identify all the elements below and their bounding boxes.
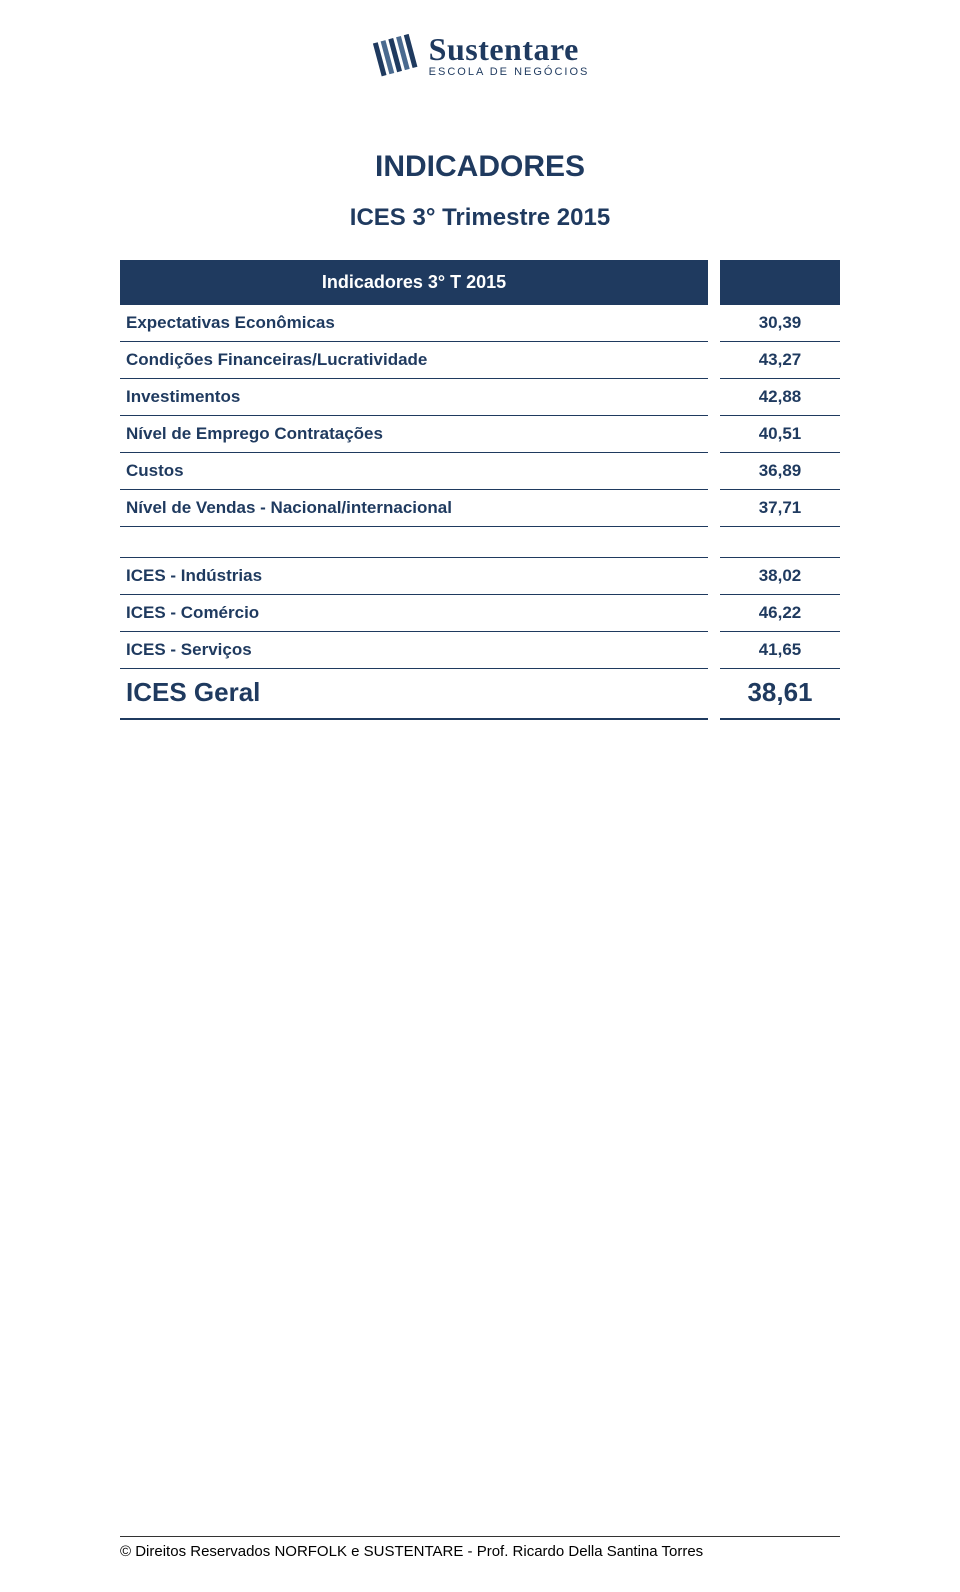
- sector-value: 41,65: [720, 632, 840, 669]
- indicator-value: 36,89: [720, 453, 840, 490]
- sector-label: ICES - Comércio: [120, 595, 708, 632]
- document-page: Sustentare ESCOLA DE NEGÓCIOS INDICADORE…: [0, 0, 960, 1592]
- sector-value: 46,22: [720, 595, 840, 632]
- table-header-label: Indicadores 3° T 2015: [120, 260, 708, 305]
- page-subtitle: ICES 3° Trimestre 2015: [120, 204, 840, 232]
- page-title: INDICADORES: [120, 150, 840, 184]
- table-row: ICES - Serviços 41,65: [120, 632, 840, 669]
- table-row: Nível de Vendas - Nacional/internacional…: [120, 490, 840, 527]
- table-total-row: ICES Geral 38,61: [120, 669, 840, 720]
- table-row: ICES - Comércio 46,22: [120, 595, 840, 632]
- indicator-value: 37,71: [720, 490, 840, 527]
- indicator-label: Condições Financeiras/Lucratividade: [120, 342, 708, 379]
- page-footer: © Direitos Reservados NORFOLK e SUSTENTA…: [120, 1536, 840, 1560]
- indicator-label: Investimentos: [120, 379, 708, 416]
- sector-value: 38,02: [720, 557, 840, 595]
- table-row: Custos 36,89: [120, 453, 840, 490]
- logo-tagline: ESCOLA DE NEGÓCIOS: [429, 67, 590, 78]
- total-value: 38,61: [720, 669, 840, 720]
- table-row: Nível de Emprego Contratações 40,51: [120, 416, 840, 453]
- sector-label: ICES - Indústrias: [120, 557, 708, 595]
- indicator-value: 40,51: [720, 416, 840, 453]
- total-label: ICES Geral: [120, 669, 708, 720]
- content-area: INDICADORES ICES 3° Trimestre 2015 Indic…: [120, 150, 840, 720]
- indicator-value: 42,88: [720, 379, 840, 416]
- indicator-label: Custos: [120, 453, 708, 490]
- table-row: ICES - Indústrias 38,02: [120, 557, 840, 595]
- indicator-value: 43,27: [720, 342, 840, 379]
- table-row: Condições Financeiras/Lucratividade 43,2…: [120, 342, 840, 379]
- brand-logo: Sustentare ESCOLA DE NEGÓCIOS: [371, 30, 590, 80]
- logo-mark-icon: [371, 30, 421, 80]
- indicator-value: 30,39: [720, 305, 840, 342]
- table-header-row: Indicadores 3° T 2015: [120, 260, 840, 305]
- logo-text: Sustentare ESCOLA DE NEGÓCIOS: [429, 33, 590, 78]
- table-row: Investimentos 42,88: [120, 379, 840, 416]
- table-row: Expectativas Econômicas 30,39: [120, 305, 840, 342]
- indicator-label: Nível de Vendas - Nacional/internacional: [120, 490, 708, 527]
- indicator-label: Nível de Emprego Contratações: [120, 416, 708, 453]
- table-header-value: [720, 260, 840, 305]
- indicator-label: Expectativas Econômicas: [120, 305, 708, 342]
- sector-label: ICES - Serviços: [120, 632, 708, 669]
- footer-copyright: © Direitos Reservados NORFOLK e SUSTENTA…: [120, 1543, 840, 1560]
- table-gap: [120, 527, 840, 557]
- indicators-table: Indicadores 3° T 2015 Expectativas Econô…: [120, 260, 840, 720]
- logo-name: Sustentare: [429, 33, 590, 65]
